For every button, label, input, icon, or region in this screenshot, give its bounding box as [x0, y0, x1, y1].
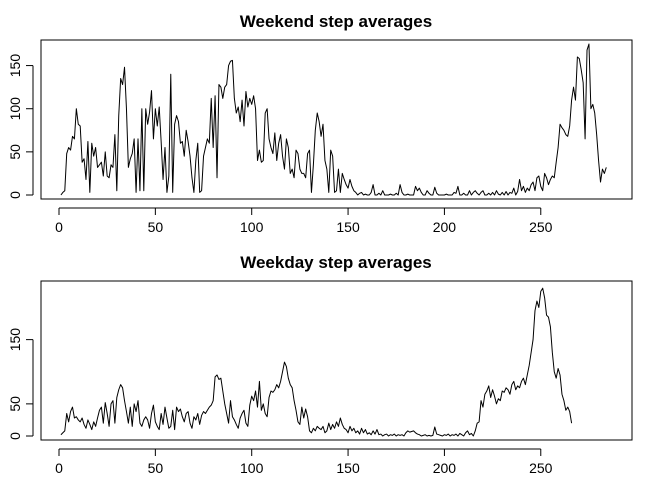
y-tick-label: 0: [7, 432, 23, 440]
y-tick-label: 150: [7, 328, 23, 352]
plot-box: [40, 280, 633, 441]
series-group: [60, 43, 607, 196]
x-tick-label: 250: [529, 460, 553, 476]
x-tick-label: 100: [240, 460, 264, 476]
chart-title: Weekend step averages: [240, 12, 432, 31]
weekend-panel: Weekend step averages 0 50 100 150 200 250 0 5…: [7, 12, 633, 235]
x-tick-label: 150: [336, 460, 360, 476]
series-line: [60, 43, 607, 196]
x-tick-label: 50: [148, 460, 164, 476]
x-tick-label: 0: [55, 219, 63, 235]
weekday-panel: Weekday step averages 0 50 100 150 200 250 0 5…: [7, 253, 633, 476]
y-tick-label: 0: [7, 191, 23, 199]
x-tick-label: 100: [240, 219, 264, 235]
y-axis: 0 50 150: [7, 328, 34, 440]
x-axis: 0 50 100 150 200 250: [55, 448, 553, 476]
plot-box: [40, 39, 633, 200]
series-group: [60, 287, 573, 437]
x-axis: 0 50 100 150 200 250: [55, 207, 553, 235]
x-tick-label: 250: [529, 219, 553, 235]
y-tick-label: 150: [7, 54, 23, 78]
x-tick-label: 50: [148, 219, 164, 235]
x-tick-label: 0: [55, 460, 63, 476]
y-axis: 0 50 100 150: [7, 54, 34, 199]
y-tick-label: 50: [7, 144, 23, 160]
chart-title: Weekday step averages: [240, 253, 432, 272]
x-tick-label: 150: [336, 219, 360, 235]
series-line: [60, 287, 573, 437]
y-tick-label: 100: [7, 97, 23, 121]
y-tick-label: 50: [7, 396, 23, 412]
x-tick-label: 200: [433, 219, 457, 235]
x-tick-label: 200: [433, 460, 457, 476]
